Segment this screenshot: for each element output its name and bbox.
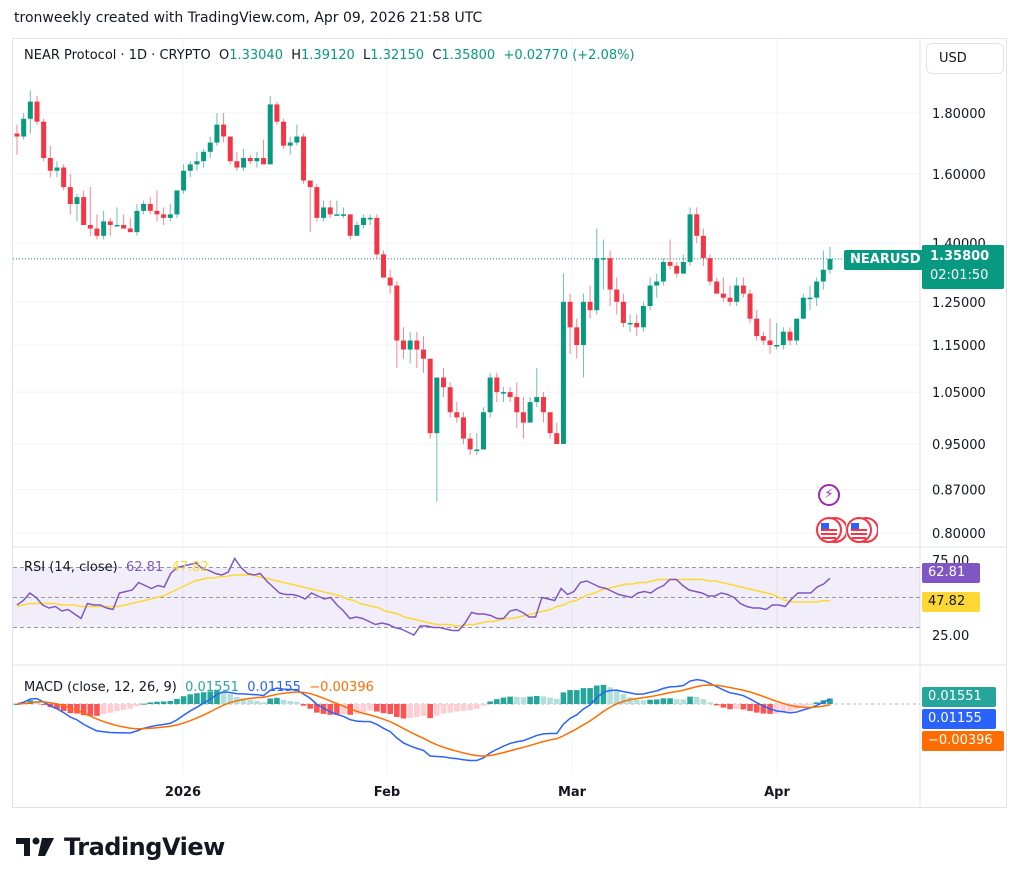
symbol-legend[interactable]: NEAR Protocol · 1D · CRYPTO O1.33040 H1.…	[24, 48, 635, 63]
time-axis-tick: Mar	[558, 785, 587, 800]
macd-signal-tag: −0.00396	[922, 731, 1004, 751]
rsi-value-tag: 62.81	[922, 563, 980, 583]
rsi-title: RSI (14, close)	[24, 560, 118, 575]
last-price-value: 1.35800	[930, 249, 990, 264]
currency-button[interactable]: USD	[926, 43, 1004, 74]
price-axis-tick: 0.80000	[932, 527, 986, 542]
open-label: O	[218, 48, 230, 63]
macd-title: MACD (close, 12, 26, 9)	[24, 680, 177, 695]
macd-line-tag: 0.01155	[922, 709, 996, 729]
last-price-tag: 1.35800 02:01:50	[922, 245, 1004, 289]
low-label: L	[363, 48, 371, 63]
tradingview-logo-text: TradingView	[64, 833, 225, 861]
rsi-axis-tick: 25.00	[932, 629, 969, 644]
rsi-value: 62.81	[125, 560, 164, 575]
symbol-price-tag: NEARUSD	[844, 250, 927, 270]
chart-credit: tronweekly created with TradingView.com,…	[14, 10, 483, 26]
high-label: H	[291, 48, 302, 63]
price-axis-tick: 1.05000	[932, 386, 986, 401]
candles[interactable]	[14, 90, 833, 502]
time-axis-tick: 2026	[165, 785, 201, 800]
close-value: 1.35800	[441, 48, 496, 63]
close-label: C	[432, 48, 442, 63]
tradingview-logo[interactable]: TradingView	[16, 833, 225, 861]
us-flag-event-icon-2[interactable]	[846, 516, 879, 544]
price-axis-tick: 1.25000	[932, 296, 986, 311]
price-axis-tick: 1.15000	[932, 339, 986, 354]
bar-countdown: 02:01:50	[930, 268, 989, 283]
rsi-ma-value: 47.82	[171, 560, 209, 575]
us-flag-event-icon[interactable]	[816, 516, 848, 544]
open-value: 1.33040	[229, 48, 283, 63]
change-value: +0.02770 (+2.08%)	[503, 48, 635, 63]
high-value: 1.39120	[301, 48, 355, 63]
rsi-legend[interactable]: RSI (14, close) 62.81 47.82	[24, 560, 209, 575]
price-axis-tick: 0.95000	[932, 438, 986, 453]
price-axis-tick: 1.80000	[932, 107, 986, 122]
macd-signal-value: −0.00396	[309, 680, 374, 695]
time-axis-tick: Feb	[374, 785, 400, 800]
chart-frame	[12, 38, 1007, 808]
macd-line-value: 0.01155	[247, 680, 301, 695]
tradingview-logo-icon	[16, 837, 54, 856]
symbol-name[interactable]: NEAR Protocol · 1D · CRYPTO	[24, 48, 211, 63]
macd-histogram-tag: 0.01551	[922, 687, 996, 707]
rsi-ma-value-tag: 47.82	[922, 592, 980, 612]
macd-legend[interactable]: MACD (close, 12, 26, 9) 0.01551 0.01155 …	[24, 680, 374, 695]
time-axis-tick: Apr	[764, 785, 790, 800]
macd-histogram	[14, 684, 833, 719]
lightning-event-icon[interactable]: ⚡︎	[818, 484, 840, 506]
low-value: 1.32150	[370, 48, 425, 63]
price-axis-tick: 0.87000	[932, 484, 986, 499]
macd-histogram-value: 0.01551	[185, 680, 239, 695]
price-axis-tick: 1.60000	[932, 168, 986, 183]
